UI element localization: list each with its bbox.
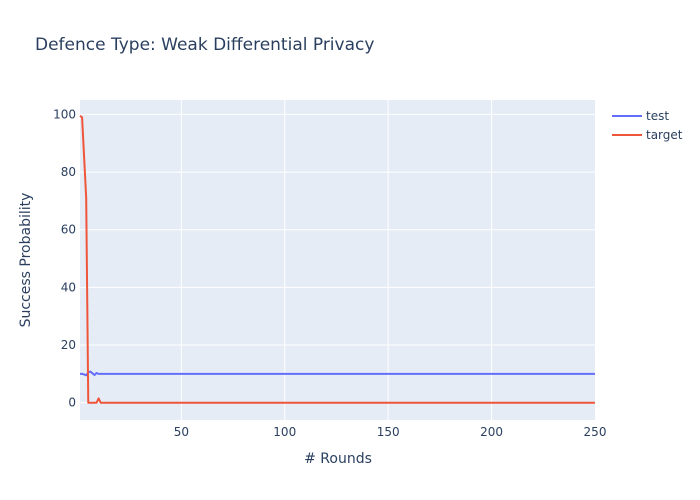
y-axis-title: Success Probability (18, 193, 34, 328)
y-tick-label: 40 (61, 280, 76, 294)
y-tick-label: 80 (61, 165, 76, 179)
chart-title: Defence Type: Weak Differential Privacy (35, 35, 374, 55)
plot-area (80, 100, 595, 420)
y-tick-label: 0 (68, 396, 76, 410)
x-axis-title: # Rounds (304, 451, 372, 467)
y-tick-label: 60 (61, 223, 76, 237)
y-tick-labels: 0 20 40 60 80 100 (53, 107, 76, 409)
x-tick-label: 50 (174, 425, 189, 439)
x-tick-label: 150 (377, 425, 400, 439)
grid-lines (80, 100, 595, 420)
legend-label-target: target (646, 128, 683, 142)
y-tick-label: 20 (61, 338, 76, 352)
series-line-test (80, 370, 595, 377)
y-tick-label: 100 (53, 107, 76, 121)
series-line-target (79, 115, 595, 404)
x-tick-label: 250 (584, 425, 607, 439)
x-tick-label: 100 (273, 425, 296, 439)
x-tick-label: 200 (480, 425, 503, 439)
legend-label-test: test (646, 109, 669, 123)
x-tick-labels: 50 100 150 200 250 (174, 425, 607, 439)
series-lines (79, 115, 595, 404)
legend: test target (612, 109, 683, 142)
